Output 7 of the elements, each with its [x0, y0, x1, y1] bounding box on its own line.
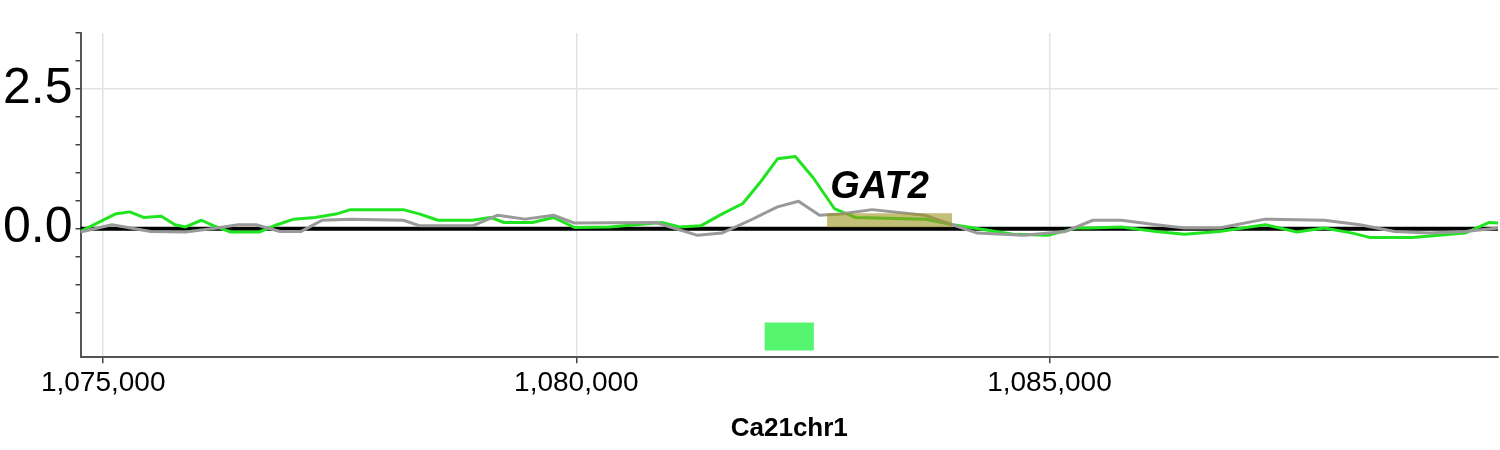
x-tick-label: 1,085,000: [987, 365, 1112, 397]
x-tick-label: 1,080,000: [514, 365, 639, 397]
y-tick-label: 2.5: [2, 57, 73, 114]
y-tick-label: 0.0: [2, 197, 73, 254]
x-tick-label: 1,075,000: [40, 365, 166, 397]
series-label: GAT2: [830, 163, 929, 206]
x-axis-title: Ca21chr1: [730, 411, 848, 442]
